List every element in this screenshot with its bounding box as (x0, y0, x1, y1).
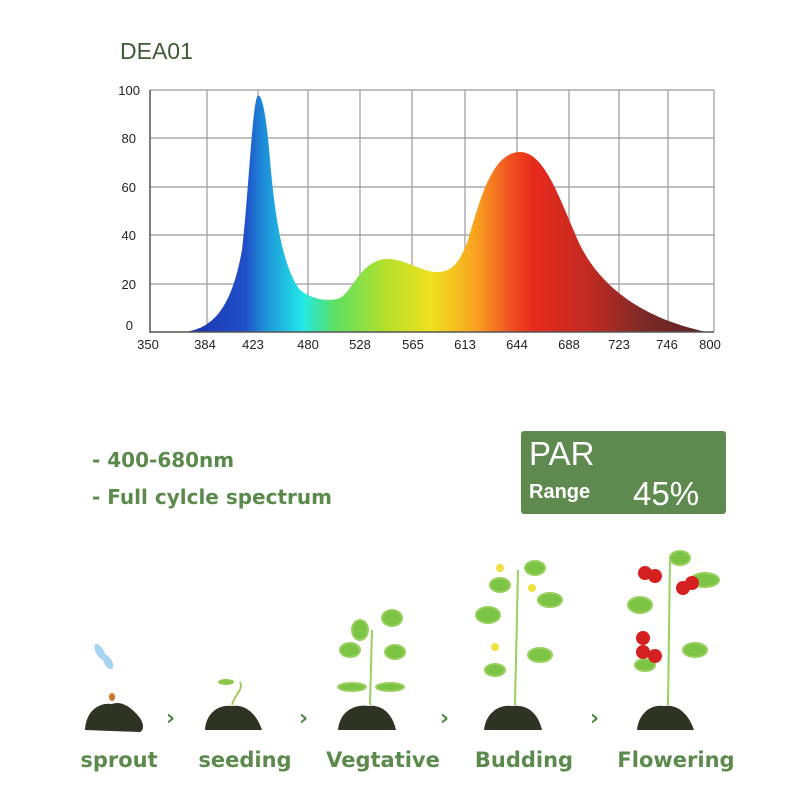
x-tick: 565 (402, 337, 424, 352)
seed-icon (109, 693, 115, 701)
growth-stages-illustration (85, 550, 720, 732)
stage-label-seeding: seeding (198, 748, 292, 772)
x-tick: 384 (194, 337, 216, 352)
par-range-label: Range (529, 481, 591, 503)
par-badge: PAR Range 45% (521, 431, 726, 514)
stage-label-sprout: sprout (80, 748, 158, 772)
y-tick: 0 (126, 318, 133, 333)
par-title: PAR (529, 435, 595, 472)
spectrum-area (185, 95, 707, 332)
stage-label-flowering: Flowering (617, 748, 735, 772)
stage-label-vegetative: Vegtative (326, 748, 440, 772)
stage-arrow-icon: › (299, 706, 309, 731)
stage-arrow-icon: › (166, 706, 176, 731)
stage-arrow-icon: › (440, 706, 450, 731)
y-tick: 20 (122, 277, 136, 292)
x-tick: 350 (137, 337, 159, 352)
x-axis-labels: 350 384 423 480 528 565 613 644 688 723 … (137, 337, 721, 352)
x-tick: 644 (506, 337, 528, 352)
x-tick: 688 (558, 337, 580, 352)
feature-item: - 400-680nm (92, 448, 235, 472)
water-drop-icon (94, 643, 114, 670)
spectrum-chart: 100 80 60 40 20 0 350 384 423 480 528 56… (118, 83, 721, 352)
y-tick: 80 (122, 131, 136, 146)
x-tick: 423 (242, 337, 264, 352)
y-tick: 40 (122, 228, 136, 243)
x-tick: 723 (608, 337, 630, 352)
stage-label-budding: Budding (474, 748, 574, 772)
stage-arrow-icon: › (590, 706, 600, 731)
x-tick: 800 (699, 337, 721, 352)
x-tick: 746 (656, 337, 678, 352)
y-tick: 100 (118, 83, 140, 98)
feature-list: - 400-680nm - Full cylcle spectrum (92, 442, 332, 516)
vegetative-plant-icon (337, 609, 406, 706)
seedling-icon (218, 679, 242, 706)
budding-plant-icon (475, 560, 563, 706)
par-value: 45% (633, 475, 700, 512)
x-tick: 528 (349, 337, 371, 352)
x-tick: 480 (297, 337, 319, 352)
x-tick: 613 (454, 337, 476, 352)
flowering-plant-icon (627, 550, 720, 706)
y-axis-labels: 100 80 60 40 20 0 (118, 83, 140, 333)
y-tick: 60 (122, 180, 136, 195)
tomato-icon (636, 566, 699, 663)
soil-mound-icon (85, 702, 694, 732)
chart-title: DEA01 (120, 38, 193, 64)
feature-item: - Full cylcle spectrum (92, 485, 332, 509)
